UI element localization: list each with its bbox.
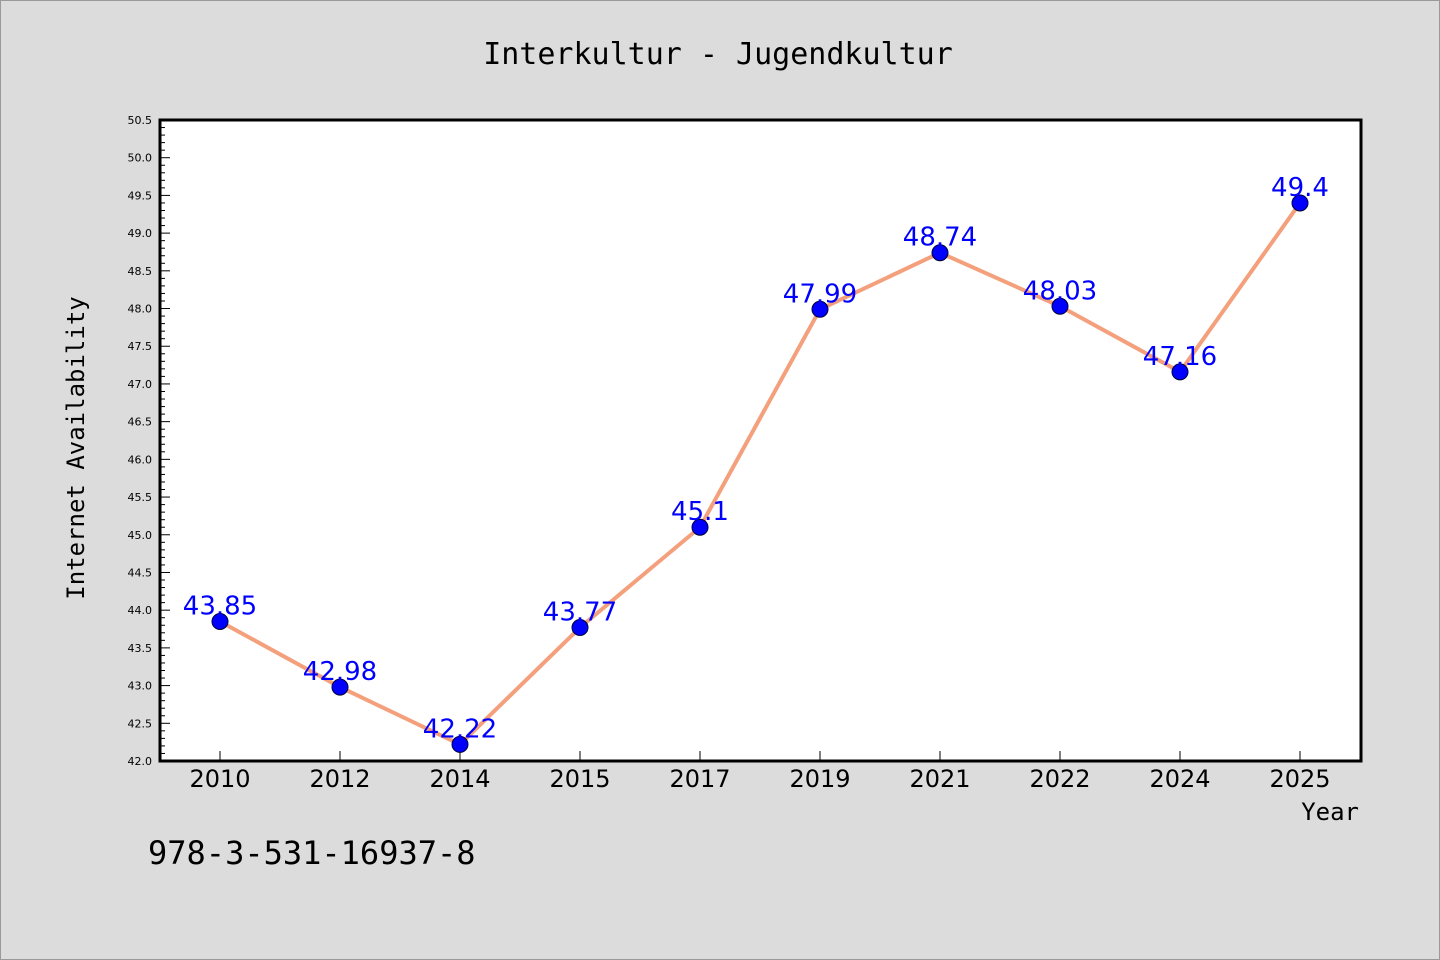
data-label: 43.85 [183, 591, 257, 621]
x-tick-label: 2019 [789, 765, 850, 793]
data-point [1051, 297, 1069, 315]
chart-title: Interkultur - Jugendkultur [483, 37, 953, 72]
data-markers [211, 194, 1309, 753]
x-tick-label: 2024 [1149, 765, 1210, 793]
x-tick-label: 2012 [309, 765, 370, 793]
x-tick-label: 2014 [429, 765, 490, 793]
data-label: 43.77 [543, 598, 617, 628]
y-tick-label: 49.0 [128, 227, 153, 240]
y-axis-ticks: 42.0 42.5 43.0 43.5 44.0 44.5 45.0 45.5 46.0 46.5… [128, 114, 170, 768]
data-label: 42.98 [303, 657, 377, 687]
data-point [211, 612, 229, 630]
plot-area [160, 120, 1361, 761]
data-label: 47.16 [1143, 342, 1217, 372]
y-tick-label: 46.5 [128, 416, 153, 429]
y-tick-label: 47.0 [128, 378, 153, 391]
y-tick-label: 50.0 [128, 152, 153, 165]
data-label: 48.74 [903, 223, 977, 253]
data-labels: 43.85 42.98 42.22 43.77 45.1 47.99 48.74 48.03 4… [183, 173, 1329, 744]
y-axis-label: Internet Availability [62, 296, 90, 599]
data-label: 47.99 [783, 279, 857, 309]
x-tick-label: 2025 [1269, 765, 1330, 793]
y-tick-label: 48.0 [128, 303, 153, 316]
plot-border [158, 118, 1363, 763]
y-tick-label: 43.5 [128, 642, 153, 655]
y-tick-label: 44.0 [128, 604, 153, 617]
y-tick-label: 44.5 [128, 566, 153, 579]
data-point [571, 619, 589, 637]
data-label: 49.4 [1271, 173, 1329, 203]
y-tick-label: 46.0 [128, 453, 153, 466]
data-label: 45.1 [671, 497, 729, 527]
x-tick-label: 2015 [549, 765, 610, 793]
y-tick-label: 48.5 [128, 265, 153, 278]
data-point [451, 735, 469, 753]
x-axis-label: Year [1301, 798, 1359, 826]
x-tick-label: 2017 [669, 765, 730, 793]
y-tick-label: 47.5 [128, 340, 153, 353]
y-tick-label: 45.5 [128, 491, 153, 504]
data-point [331, 678, 349, 696]
data-label: 48.03 [1023, 276, 1097, 306]
y-tick-label: 42.5 [128, 717, 153, 730]
data-point [931, 244, 949, 262]
data-point [1171, 363, 1189, 381]
isbn-annotation: 978-3-531-16937-8 [148, 834, 476, 872]
x-tick-label: 2010 [189, 765, 250, 793]
series-line [219, 201, 1302, 747]
x-tick-label: 2021 [909, 765, 970, 793]
data-point [691, 518, 709, 536]
y-tick-label: 43.0 [128, 680, 153, 693]
data-label: 42.22 [423, 714, 497, 744]
x-tick-label: 2022 [1029, 765, 1090, 793]
y-tick-label: 42.0 [128, 755, 153, 768]
x-axis-ticks: 2010 2012 2014 2015 2017 2019 2021 2022 2024 2025 [189, 751, 1331, 793]
data-point [811, 300, 829, 318]
y-tick-label: 50.5 [128, 114, 153, 127]
y-tick-label: 49.5 [128, 189, 153, 202]
y-tick-label: 45.0 [128, 529, 153, 542]
data-point [1291, 194, 1309, 212]
